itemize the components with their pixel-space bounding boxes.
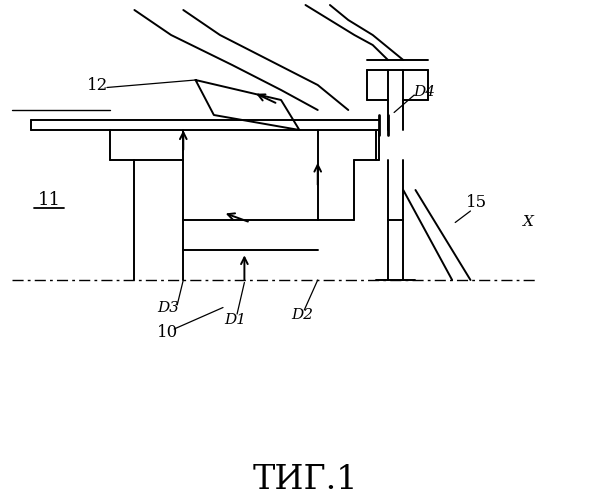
Text: D3: D3 <box>157 300 179 314</box>
Text: D2: D2 <box>291 308 313 322</box>
Text: 15: 15 <box>466 194 487 211</box>
Text: 10: 10 <box>158 324 178 341</box>
Text: D1: D1 <box>224 313 246 327</box>
Text: D4: D4 <box>414 86 436 100</box>
Text: ΤИГ.1: ΤИГ.1 <box>253 464 358 496</box>
Text: X: X <box>523 216 534 230</box>
Text: 11: 11 <box>37 191 60 209</box>
Text: 12: 12 <box>87 76 108 94</box>
